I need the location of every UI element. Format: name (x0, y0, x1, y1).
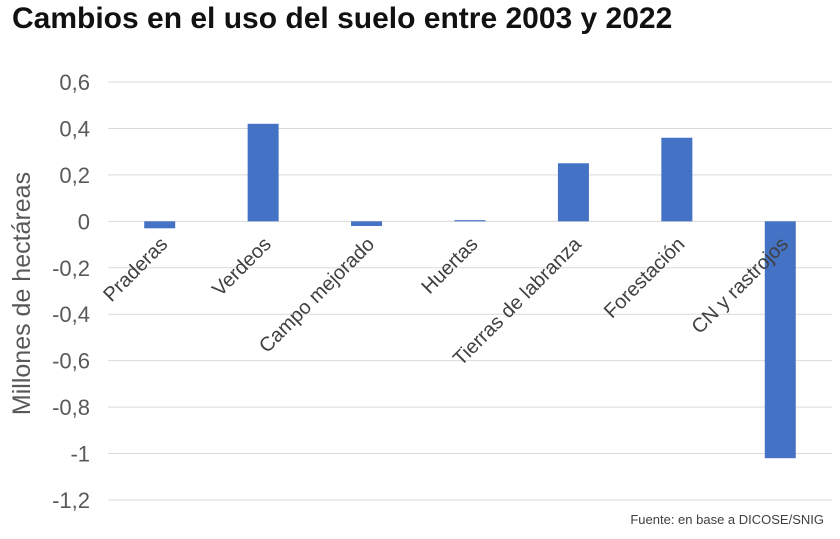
category-label: Forestación (600, 233, 689, 322)
category-label: Praderas (99, 233, 172, 306)
y-tick-label: -0,6 (52, 349, 90, 374)
category-label: Verdeos (208, 233, 275, 300)
y-tick-label: 0,2 (59, 163, 90, 188)
y-tick-label: 0,4 (59, 116, 90, 141)
bar (557, 163, 589, 222)
category-label: Huertas (417, 233, 482, 298)
bar (764, 221, 796, 459)
y-tick-label: -1 (70, 442, 90, 467)
category-label: Campo mejorado (255, 233, 379, 357)
bars (144, 123, 796, 459)
chart-title: Cambios en el uso del suelo entre 2003 y… (12, 2, 673, 35)
y-tick-label: 0,6 (59, 70, 90, 95)
y-tick-label: -0,4 (52, 302, 90, 327)
gridlines (108, 81, 832, 501)
bar (144, 221, 176, 229)
bar (454, 220, 486, 222)
y-tick-labels: 0,6 0,4 0,2 0 -0,2 -0,4 -0,6 -0,8 -1 -1,2 (52, 70, 90, 513)
bar (247, 123, 279, 222)
y-axis-label: Millones de hectáreas (7, 171, 36, 415)
y-tick-label: 0 (78, 209, 90, 234)
y-tick-label: -0,8 (52, 395, 90, 420)
source-note: Fuente: en base a DICOSE/SNIG (630, 512, 824, 527)
y-tick-label: -0,2 (52, 256, 90, 281)
bar (661, 137, 693, 222)
y-tick-label: -1,2 (52, 488, 90, 513)
bar (351, 221, 383, 226)
